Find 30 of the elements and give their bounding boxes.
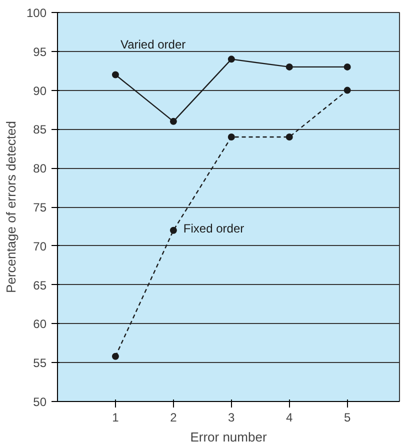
point: [228, 56, 235, 63]
y-tick-label: 65: [33, 278, 47, 292]
point: [344, 86, 351, 94]
y-tick-label: 60: [33, 317, 47, 332]
y-tick-label: 90: [33, 84, 47, 98]
y-tick-label: 95: [33, 44, 47, 59]
y-tick-label: 80: [33, 162, 47, 176]
series-label: Fixed order: [183, 221, 244, 236]
y-tick-label: 85: [33, 122, 47, 137]
x-tick-label: 1: [112, 410, 120, 424]
point: [344, 63, 351, 70]
point: [112, 352, 119, 360]
y-tick-label: 70: [33, 239, 47, 254]
series-label: Varied order: [120, 38, 186, 52]
point: [112, 71, 119, 78]
y-tick-label: 55: [33, 356, 47, 370]
x-tick-label: 4: [286, 410, 294, 424]
point: [286, 63, 293, 70]
y-tick-label: 50: [33, 395, 47, 409]
point: [170, 118, 177, 125]
y-tick-label: 75: [33, 200, 47, 214]
point: [228, 133, 235, 140]
x-axis-title: Error number: [190, 430, 268, 444]
x-tick-label: 2: [170, 410, 178, 424]
x-tick-label: 3: [228, 410, 236, 424]
x-tick-label: 5: [344, 410, 351, 424]
y-axis-title: Percentage of errors detected: [3, 120, 18, 293]
point: [170, 226, 177, 234]
point: [286, 133, 293, 140]
y-tick-label: 100: [26, 6, 47, 20]
